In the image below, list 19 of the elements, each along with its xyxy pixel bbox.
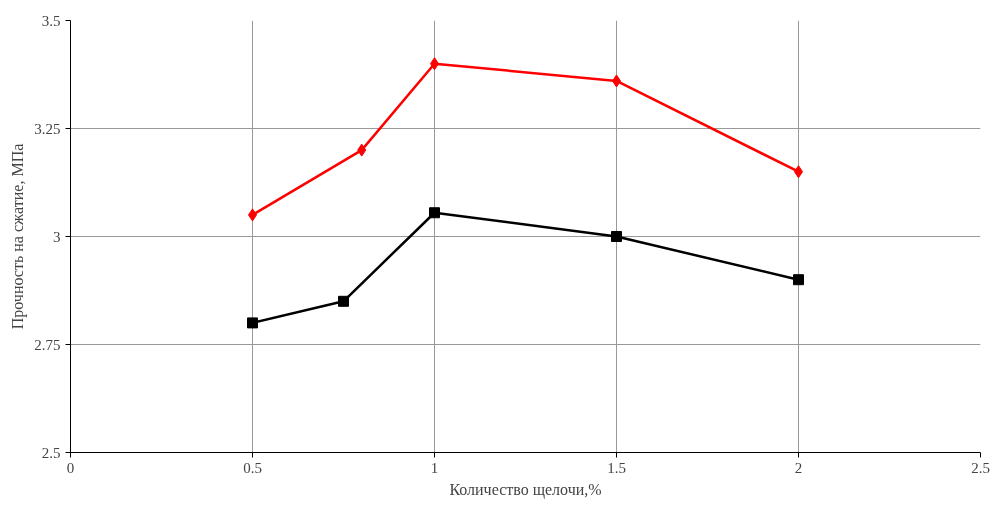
y-axis-title: Прочность на сжатие, МПа	[9, 143, 28, 330]
y-tick-label: 3.25	[34, 120, 61, 137]
x-tick-label: 0.5	[243, 459, 262, 476]
x-tick-label: 0	[66, 459, 75, 476]
x-axis-title: Количество щелочи,%	[449, 480, 602, 499]
y-tick-label: 3	[53, 228, 61, 245]
y-tick-label: 2.75	[34, 336, 61, 353]
x-tick-label: 1	[430, 459, 439, 476]
x-tick-label: 2.5	[971, 459, 990, 476]
point	[247, 317, 258, 329]
point	[357, 143, 367, 157]
y-tick-label: 3.5	[41, 12, 61, 29]
point	[793, 274, 804, 286]
y-tick-label: 2.5	[41, 444, 61, 461]
point	[338, 295, 349, 307]
x-tick-label: 1.5	[607, 459, 626, 476]
point	[429, 207, 440, 219]
point	[611, 231, 622, 242]
x-tick-label: 2	[794, 459, 803, 476]
